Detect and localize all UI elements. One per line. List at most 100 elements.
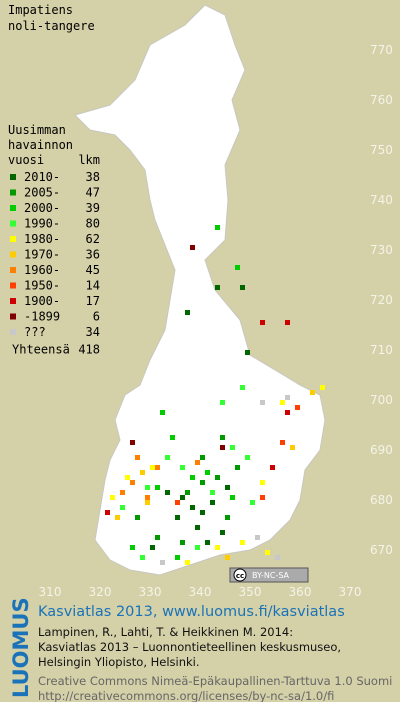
legend-label: 1980-: [24, 232, 60, 246]
citation-line: Helsingin Yliopisto, Helsinki.: [38, 655, 200, 669]
x-tick-label: 310: [39, 585, 62, 599]
occurrence-square: [220, 435, 225, 440]
occurrence-square: [200, 510, 205, 515]
y-tick-label: 690: [370, 443, 393, 457]
occurrence-square: [165, 455, 170, 460]
y-tick-label: 730: [370, 243, 393, 257]
badge-text: BY-NC-SA: [252, 571, 290, 580]
occurrence-square: [235, 265, 240, 270]
occurrence-square: [155, 485, 160, 490]
legend-label: 1960-: [24, 263, 60, 277]
legend-heading: havainnon: [8, 138, 73, 152]
legend-count: 38: [86, 170, 100, 184]
occurrence-square: [195, 545, 200, 550]
x-tick-label: 360: [289, 585, 312, 599]
y-tick-label: 670: [370, 543, 393, 557]
occurrence-square: [150, 465, 155, 470]
y-tick-label: 760: [370, 93, 393, 107]
occurrence-square: [255, 535, 260, 540]
legend-count: 14: [86, 279, 100, 293]
occurrence-square: [160, 560, 165, 565]
occurrence-square: [180, 495, 185, 500]
citation-line: Kasviatlas 2013 – Luonnontieteellinen ke…: [38, 640, 341, 654]
occurrence-square: [205, 540, 210, 545]
occurrence-square: [240, 540, 245, 545]
occurrence-square: [130, 480, 135, 485]
occurrence-square: [260, 320, 265, 325]
occurrence-square: [285, 410, 290, 415]
occurrence-square: [225, 485, 230, 490]
occurrence-square: [190, 245, 195, 250]
logo: LUOMUS: [9, 597, 33, 698]
occurrence-square: [110, 495, 115, 500]
occurrence-square: [120, 490, 125, 495]
occurrence-square: [185, 490, 190, 495]
license-badge: cc BY-NC-SA: [229, 567, 309, 583]
occurrence-square: [260, 400, 265, 405]
legend-swatch: [10, 251, 16, 258]
license-line: http://creativecommons.org/licenses/by-n…: [38, 689, 334, 702]
occurrence-square: [200, 455, 205, 460]
y-tick-label: 740: [370, 193, 393, 207]
finland-outline: [74, 4, 326, 576]
occurrence-square: [165, 490, 170, 495]
occurrence-square: [180, 465, 185, 470]
legend-label: 1900-: [24, 294, 60, 308]
citation-line: Lampinen, R., Lahti, T. & Heikkinen M. 2…: [38, 625, 293, 639]
occurrence-square: [275, 555, 280, 560]
legend-swatch: [10, 236, 16, 242]
occurrence-squares: [105, 225, 325, 565]
occurrence-square: [185, 310, 190, 315]
occurrence-square: [145, 485, 150, 490]
occurrence-square: [215, 475, 220, 480]
occurrence-square: [195, 525, 200, 530]
occurrence-square: [205, 470, 210, 475]
title-line: noli-tangere: [8, 19, 95, 33]
occurrence-square: [145, 500, 150, 505]
occurrence-square: [150, 545, 155, 550]
occurrence-square: [130, 440, 135, 445]
y-tick-label: 750: [370, 143, 393, 157]
occurrence-square: [245, 455, 250, 460]
legend-count: 45: [86, 263, 100, 277]
occurrence-square: [180, 540, 185, 545]
occurrence-square: [220, 530, 225, 535]
occurrence-square: [235, 465, 240, 470]
legend-swatch: [10, 313, 16, 320]
x-tick-label: 320: [89, 585, 112, 599]
legend: 2010- 38 2005- 47 2000- 39 1990- 80 1980- 62 1970-…: [10, 170, 100, 357]
legend-count: 36: [86, 248, 100, 262]
occurrence-square: [240, 385, 245, 390]
legend-count: 6: [93, 310, 100, 324]
y-tick-label: 680: [370, 493, 393, 507]
legend-count: 17: [86, 294, 100, 308]
occurrence-square: [215, 545, 220, 550]
occurrence-square: [105, 510, 110, 515]
occurrence-square: [230, 495, 235, 500]
occurrence-square: [140, 555, 145, 560]
y-tick-label: 770: [370, 43, 393, 57]
occurrence-square: [130, 545, 135, 550]
occurrence-square: [115, 515, 120, 520]
legend-swatch: [10, 267, 16, 273]
grid-axes: 310 320 330 340 350 360 3706706806907007107207…: [39, 43, 393, 599]
occurrence-square: [120, 505, 125, 510]
occurrence-square: [140, 470, 145, 475]
occurrence-square: [190, 505, 195, 510]
occurrence-square: [225, 515, 230, 520]
occurrence-square: [295, 405, 300, 410]
legend-label: 1950-: [24, 279, 60, 293]
occurrence-square: [170, 435, 175, 440]
occurrence-square: [210, 490, 215, 495]
legend-label: 2005-: [24, 186, 60, 200]
occurrence-square: [280, 440, 285, 445]
occurrence-square: [185, 560, 190, 565]
legend-count: 39: [86, 201, 100, 215]
occurrence-square: [320, 385, 325, 390]
occurrence-square: [290, 445, 295, 450]
occurrence-square: [125, 475, 130, 480]
y-tick-label: 710: [370, 343, 393, 357]
x-tick-label: 350: [239, 585, 262, 599]
legend-count-heading: lkm: [78, 153, 100, 167]
